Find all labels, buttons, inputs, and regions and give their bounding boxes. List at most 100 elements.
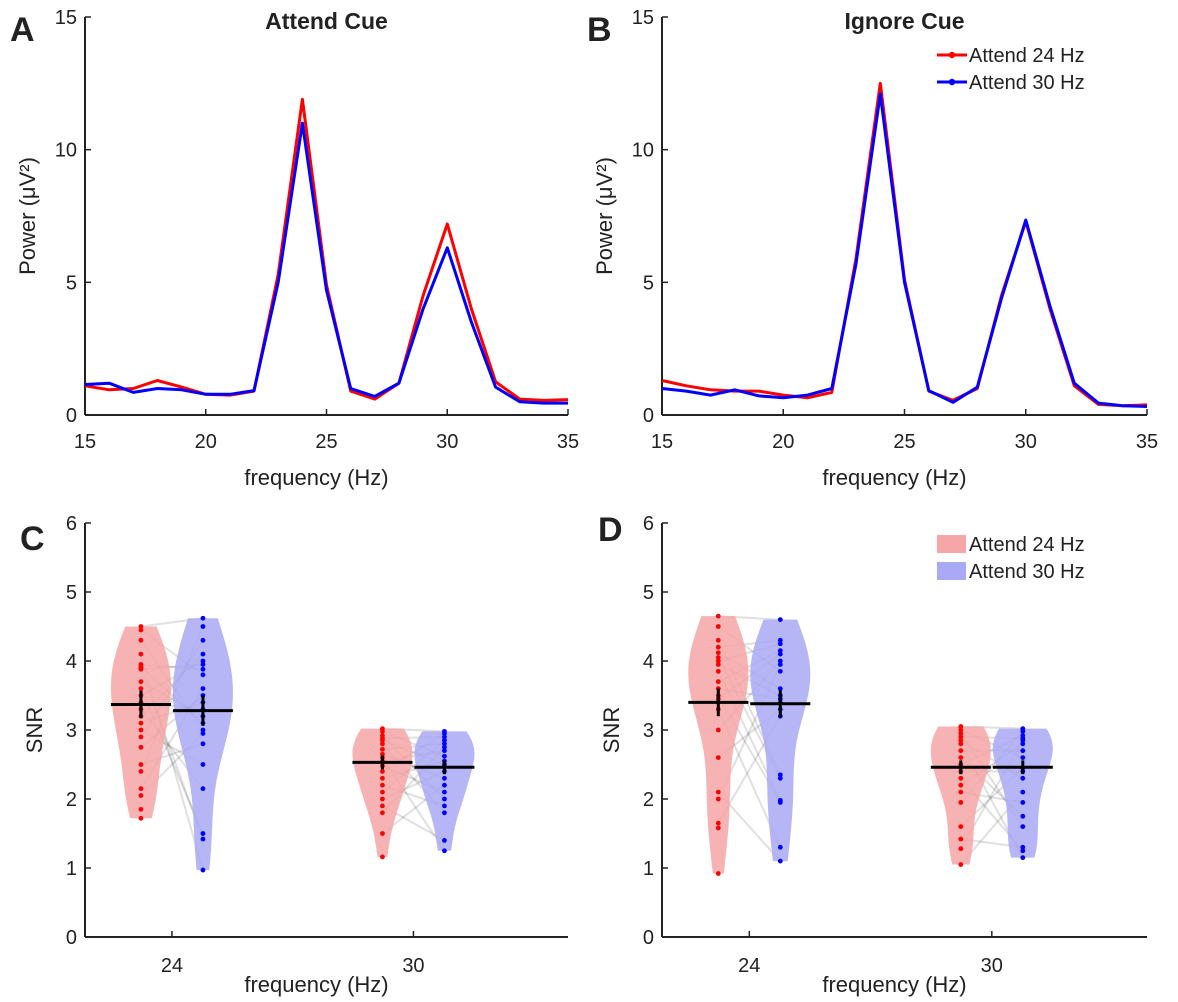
x-tick-label: 35 [1136, 431, 1158, 453]
data-point [200, 727, 206, 733]
y-tick-label: 0 [643, 405, 654, 427]
data-point [442, 803, 447, 809]
legend-marker [948, 51, 956, 59]
x-tick-label: 15 [74, 431, 96, 453]
data-point [777, 686, 783, 691]
data-point [138, 806, 144, 812]
data-point [1020, 748, 1026, 754]
y-tick-label: 15 [632, 7, 654, 29]
data-point [958, 748, 964, 754]
y-tick-label: 5 [66, 272, 77, 294]
data-point [1020, 775, 1026, 781]
data-point [958, 836, 964, 842]
x-tick-label: 30 [981, 955, 1003, 977]
y-tick-label: 4 [643, 651, 654, 673]
data-point [200, 762, 206, 767]
y-axis-label: SNR [599, 707, 624, 753]
data-point [715, 820, 721, 826]
data-point [138, 651, 144, 657]
x-tick-label: 20 [195, 431, 217, 453]
data-point [777, 637, 783, 643]
x-tick-label: 30 [1015, 431, 1037, 453]
violin-2-1 [750, 619, 811, 862]
series-line-1 [661, 81, 1148, 408]
data-point [958, 741, 964, 747]
data-point [958, 782, 964, 788]
y-tick-label: 3 [66, 720, 77, 742]
data-point [442, 748, 447, 754]
data-point [777, 858, 783, 864]
data-point [200, 836, 206, 842]
panel-d: D 0 1 2 3 4 5 6 24 30 SNR frequency (Hz) Attend 24 H… [598, 511, 1147, 997]
data-point [715, 613, 721, 619]
data-point [380, 803, 385, 809]
data-point [715, 755, 721, 760]
data-point [138, 744, 144, 750]
y-tick-label: 2 [643, 789, 654, 811]
data-point [1020, 741, 1026, 747]
data-point [777, 772, 783, 778]
data-point [442, 848, 447, 854]
data-point [1020, 789, 1026, 795]
data-point [380, 741, 385, 747]
series-line-2 [661, 92, 1148, 408]
data-point [380, 775, 385, 781]
data-point [1020, 755, 1026, 760]
data-point [442, 810, 447, 816]
panel-c: C 0 1 2 3 4 5 6 24 30 SNR frequency (Hz) [20, 513, 568, 997]
data-point [958, 775, 964, 781]
y-tick-label: 6 [643, 513, 654, 535]
data-point [1020, 855, 1026, 861]
y-tick-label: 0 [66, 927, 77, 949]
data-point [777, 800, 783, 805]
data-point [200, 867, 206, 873]
legend-marker [948, 78, 956, 86]
data-point [380, 782, 385, 788]
data-point [200, 686, 206, 691]
data-point [200, 615, 206, 621]
data-point [138, 637, 144, 643]
x-tick-label: 30 [436, 431, 458, 453]
data-point [1020, 824, 1026, 829]
data-point [958, 800, 964, 805]
x-axis-label: frequency (Hz) [244, 465, 388, 490]
data-point [380, 831, 385, 836]
legend-swatch [937, 562, 966, 580]
y-tick-label: 5 [643, 272, 654, 294]
data-point [715, 655, 721, 660]
data-point [958, 734, 964, 740]
y-axis-label: SNR [22, 707, 47, 753]
data-point [442, 731, 447, 736]
x-tick-label: 20 [772, 431, 794, 453]
y-tick-label: 4 [66, 651, 77, 673]
y-tick-label: 0 [66, 405, 77, 427]
x-tick-label: 30 [402, 955, 424, 977]
data-point [138, 679, 144, 685]
data-point [380, 751, 385, 757]
y-axis-label: Power (μV²) [592, 157, 617, 275]
data-point [380, 728, 385, 734]
panel-letter: A [10, 11, 35, 49]
legend-label: Attend 30 Hz [969, 72, 1085, 94]
data-point [200, 672, 206, 678]
data-point [380, 796, 385, 802]
data-point [1020, 848, 1026, 854]
data-point [200, 658, 206, 664]
data-point [200, 786, 206, 792]
y-tick-label: 5 [66, 582, 77, 604]
data-point [380, 769, 385, 774]
data-point [715, 796, 721, 802]
data-point [777, 641, 783, 647]
y-tick-label: 1 [66, 858, 77, 880]
panel-title: Ignore Cue [844, 8, 964, 34]
data-point [380, 746, 385, 752]
y-tick-label: 5 [643, 582, 654, 604]
x-tick-label: 15 [651, 431, 673, 453]
y-axis-label: Power (μV²) [15, 157, 40, 275]
y-tick-label: 10 [55, 140, 77, 162]
data-point [138, 627, 144, 633]
data-point [138, 769, 144, 774]
data-point [958, 727, 964, 733]
data-point [442, 838, 447, 843]
data-point [1020, 844, 1026, 850]
